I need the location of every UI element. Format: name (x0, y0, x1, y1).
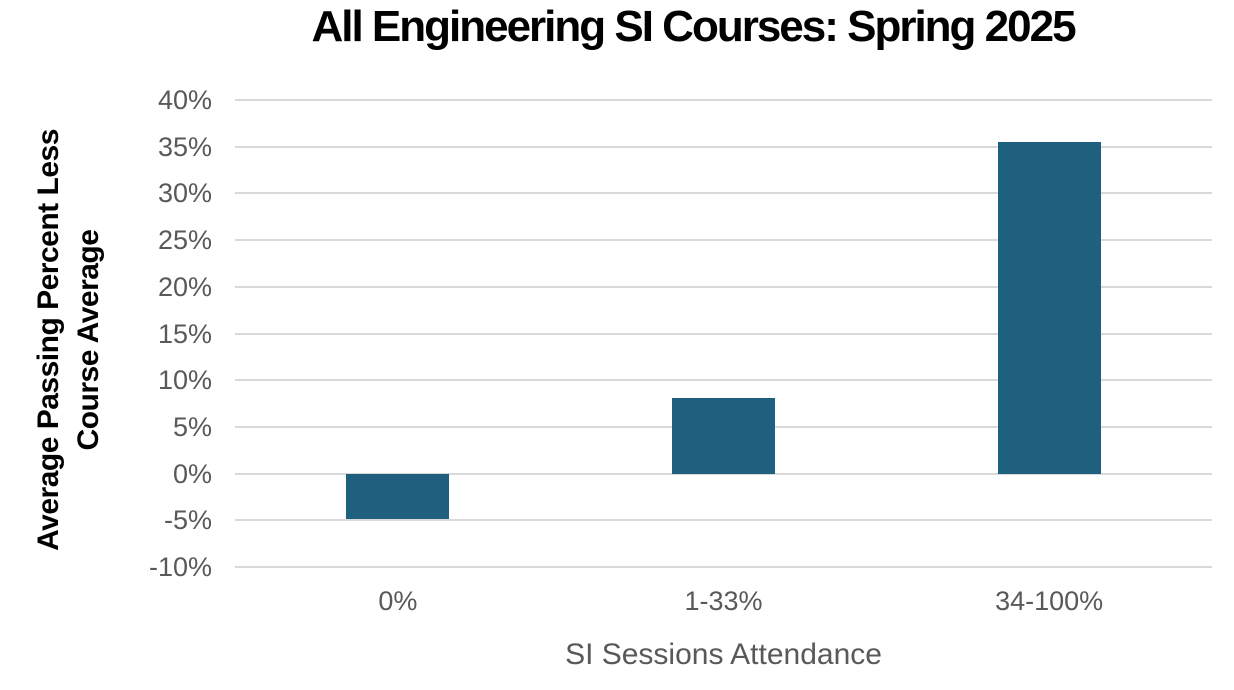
x-axis-tick-label: 34-100% (995, 586, 1104, 616)
x-axis-tick-label: 1-33% (684, 586, 763, 616)
gridline (235, 239, 1212, 242)
gridline (235, 145, 1212, 148)
y-axis-tick-label: 5% (172, 411, 212, 442)
gridline (235, 566, 1212, 568)
y-axis-tick-label: 40% (157, 85, 212, 115)
gridline (235, 519, 1212, 522)
y-axis-tick-label: -5% (163, 505, 212, 536)
gridline (235, 472, 1212, 475)
y-axis-tick-label: 10% (157, 365, 212, 396)
y-axis-tick-label: 0% (172, 458, 212, 489)
y-axis-tick-label: 30% (157, 178, 212, 209)
gridline (235, 192, 1212, 195)
y-axis-title: Average Passing Percent Less Course Aver… (29, 70, 113, 610)
gridline (235, 285, 1212, 288)
y-axis-title-line-2: Course Average (72, 229, 105, 451)
bar-0% (346, 473, 450, 520)
y-axis-tick-label: 25% (157, 225, 212, 256)
y-axis-tick-label: 15% (157, 318, 212, 349)
y-axis-tick-label: 35% (157, 131, 212, 162)
y-axis-title-line-1: Average Passing Percent Less (32, 129, 65, 551)
gridline (235, 99, 1212, 101)
chart-title: All Engineering SI Courses: Spring 2025 (311, 2, 1076, 51)
y-axis-tick-label: -10% (148, 552, 212, 582)
x-axis-title: SI Sessions Attendance (565, 638, 882, 671)
bar-34-100% (997, 142, 1101, 474)
x-axis-tick-label: 0% (378, 586, 418, 616)
y-axis-tick-label: 20% (157, 271, 212, 302)
bar-1-33% (672, 397, 775, 474)
gridline (235, 332, 1212, 335)
gridline (235, 379, 1212, 382)
